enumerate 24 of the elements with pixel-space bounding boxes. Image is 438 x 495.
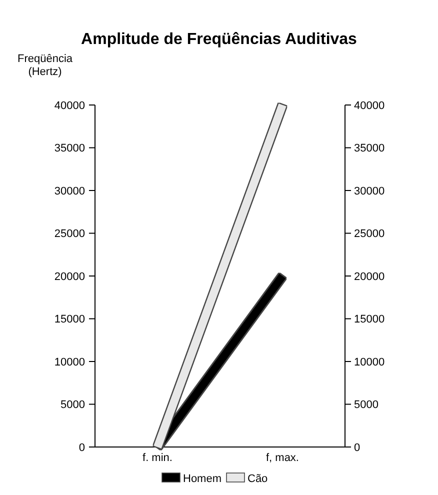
y-tick-label: 30000 [54,185,85,198]
chart-title: Amplitude de Freqüências Auditivas [81,31,358,48]
y-tick-label: 0 [78,442,85,454]
y-tick-label: 10000 [54,356,85,368]
y2-tick-label: 20000 [354,270,385,283]
y-tick-label: 40000 [54,100,85,112]
legend-label: Cão [248,472,268,485]
y2-tick-label: 30000 [354,185,385,198]
y2-tick-label: 25000 [354,228,385,240]
x-tick-label: f, max. [266,452,300,464]
legend-label: Homem [183,472,222,485]
y2-tick-label: 40000 [354,100,385,112]
y2-tick-label: 15000 [354,314,385,326]
x-tick-label: f. min. [142,452,172,464]
y-tick-label: 15000 [54,314,85,326]
y-axis-title: Freqüência (Hertz) [17,53,74,78]
y2-tick-label: 0 [354,442,360,454]
y2-tick-label: 10000 [354,356,385,368]
y-tick-label: 5000 [60,399,85,412]
y2-tick-label: 35000 [354,142,385,155]
y-tick-label: 25000 [54,228,85,240]
y-tick-label: 35000 [54,142,85,155]
y2-tick-label: 5000 [354,399,378,412]
y-tick-label: 20000 [54,270,85,283]
